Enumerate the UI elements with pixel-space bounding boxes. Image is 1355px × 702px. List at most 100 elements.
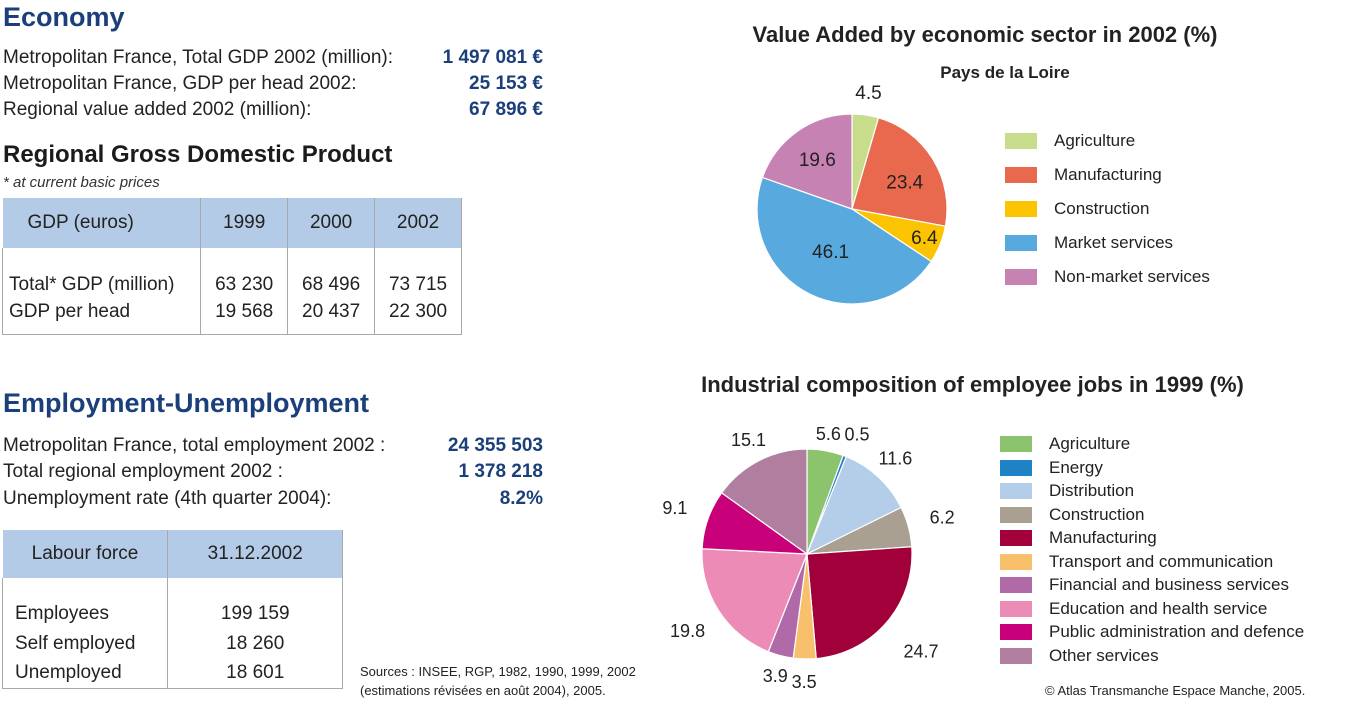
chart2-legend-swatch-other-services [1000,647,1032,664]
chart2-legend-label-financial-and-business-services: Financial and business services [1049,575,1290,594]
labour-table: Labour force 31.12.2002 Employees 199 15… [1,530,343,689]
employment-value-unemployment: 8.2% [499,488,543,509]
economy-label-total-gdp: Metropolitan France, Total GDP 2002 (mil… [3,47,394,68]
chart2-legend-swatch-construction [1000,506,1032,523]
chart2-legend-label-distribution: Distribution [1049,481,1135,500]
chart2-title: Industrial composition of employee jobs … [701,372,1244,397]
chart2-legend-label-energy: Energy [1049,457,1103,477]
chart1-data-label-construction: 6.4 [911,228,938,249]
chart2-legend-swatch-manufacturing [1000,530,1032,546]
chart1-legend-label-non-market-services: Non-market services [1054,267,1210,286]
chart2-slice-manufacturing [806,546,913,660]
chart1-slice-market-services [756,176,933,305]
chart2-legend-item-agriculture: Agriculture [1000,434,1130,454]
employment-label-regional: Total regional employment 2002 : [3,461,283,482]
economy-label-value-added: Regional value added 2002 (million): [3,99,312,120]
chart2-legend-swatch-distribution [1000,483,1032,499]
labour-cell: 199 159 [167,578,343,627]
chart2-data-label-transport-and-communication: 3.5 [792,672,817,692]
gdp-header-2000: 2000 [287,198,376,248]
gdp-header-2002: 2002 [374,198,462,248]
chart1-slice-manufacturing [851,117,948,227]
chart1-title: Value Added by economic sector in 2002 (… [752,22,1218,47]
gdp-table-note: * at current basic prices [3,174,160,191]
gdp-cell: 63 230 [200,248,289,300]
employment-label-unemployment: Unemployment rate (4th quarter 2004): [3,488,332,509]
labour-cell: 18 601 [167,661,343,689]
sources-line-1: Sources : INSEE, RGP, 1982, 1990, 1999, … [360,664,636,679]
chart1-legend: Agriculture Manufacturing Construction Mark… [1005,131,1255,291]
chart1-legend-item-agriculture: Agriculture [1005,131,1135,151]
chart2-legend-item-manufacturing: Manufacturing [1000,528,1157,548]
chart1-pie: 4.5 23.4 6.4 46.1 19.6 [756,83,948,305]
gdp-table: GDP (euros) 1999 2000 2002 Total* GDP (m… [1,198,462,335]
chart2-pie: 5.6 0.5 11.6 6.2 24.7 3.53.9 19.8 9.1 15.1 [662,424,955,692]
sources-note: Sources : INSEE, RGP, 1982, 1990, 1999, … [360,662,636,700]
chart2-legend-item-other-services: Other services [1000,646,1159,666]
chart2-legend-label-other-services: Other services [1049,645,1159,665]
chart1-legend-swatch-construction [1005,201,1037,217]
chart2-slice-education-and-health-service [701,548,808,653]
economy-title: Economy [3,2,125,32]
chart1-legend-item-manufacturing: Manufacturing [1005,165,1162,185]
chart2-data-label-construction: 6.2 [930,507,955,527]
chart2-legend-swatch-transport-and-communication [1000,553,1032,570]
chart1-data-label-agriculture: 4.5 [855,83,881,104]
chart1-data-label-market-services: 46.1 [812,242,849,263]
chart2-legend: Agriculture Energy Distribution Constructio… [1000,434,1340,669]
gdp-header-1999: 1999 [200,198,289,248]
chart2-data-label-manufacturing: 24.7 [904,641,939,661]
chart2-legend-swatch-financial-and-business-services [1000,577,1032,593]
chart2-legend-label-transport-and-communication: Transport and communication [1049,551,1274,571]
employment-value-regional: 1 378 218 [458,461,543,482]
gdp-cell: 68 496 [287,248,376,300]
gdp-cell-label: Total* GDP (million) [1,248,202,300]
employment-label-france: Metropolitan France, total employment 20… [3,435,386,456]
chart1-legend-label-construction: Construction [1054,199,1150,218]
chart2-slice-other-services [720,448,808,556]
labour-cell-label: Unemployed [1,661,169,689]
chart1-legend-item-market-services: Market services [1005,233,1173,253]
chart1-legend-swatch-market-services [1005,235,1037,251]
gdp-table-title: Regional Gross Domestic Product [3,141,393,168]
chart2-legend-item-financial-and-business-services: Financial and business services [1000,575,1289,595]
chart2-legend-swatch-energy [1000,459,1032,476]
chart1-data-label-non-market-services: 19.6 [799,150,836,171]
gdp-cell: 22 300 [374,300,462,335]
chart1-data-label-manufacturing: 23.4 [886,172,923,193]
chart1-legend-swatch-non-market-services [1005,269,1037,285]
chart2-legend-swatch-agriculture [1000,436,1032,452]
gdp-cell-label: GDP per head [1,300,202,335]
labour-cell-label: Self employed [1,627,169,661]
chart2-legend-item-construction: Construction [1000,505,1144,525]
chart2-legend-item-transport-and-communication: Transport and communication [1000,552,1273,572]
chart2-legend-item-distribution: Distribution [1000,481,1134,501]
table-row: GDP per head 19 568 20 437 22 300 [1,300,462,335]
chart1-legend-label-agriculture: Agriculture [1054,131,1136,150]
chart2-data-label-energy: 0.5 [844,425,869,445]
gdp-header-label: GDP (euros) [2,198,202,248]
chart2-legend-item-energy: Energy [1000,458,1103,478]
labour-header-date: 31.12.2002 [167,530,343,578]
chart1-legend-swatch-agriculture [1005,133,1037,149]
table-row: Total* GDP (million) 63 230 68 496 73 71… [1,248,462,300]
gdp-cell: 19 568 [200,300,289,335]
employment-title: Employment-Unemployment [3,388,370,418]
chart2-legend-label-agriculture: Agriculture [1049,434,1131,453]
chart2-data-label-distribution: 11.6 [879,449,913,469]
copyright: © Atlas Transmanche Espace Manche, 2005. [1045,683,1306,698]
chart1-legend-label-manufacturing: Manufacturing [1054,165,1162,184]
chart1-slice-non-market-services [761,113,853,210]
labour-header-label: Labour force [2,530,169,578]
gdp-cell: 20 437 [287,300,376,335]
gdp-table-header-row: GDP (euros) 1999 2000 2002 [2,198,462,248]
table-row: Employees 199 159 [1,578,343,627]
table-row: Unemployed 18 601 [1,661,343,689]
chart2-legend-item-education-and-health-service: Education and health service [1000,599,1267,619]
economy-value-total-gdp: 1 497 081 € [442,47,543,68]
chart2-data-label-education-and-health-service: 19.8 [670,621,705,641]
chart2-slice-distribution [805,455,902,556]
chart2-legend-label-construction: Construction [1049,504,1145,524]
chart1-legend-item-non-market-services: Non-market services [1005,267,1210,287]
chart1-legend-label-market-services: Market services [1054,233,1174,252]
